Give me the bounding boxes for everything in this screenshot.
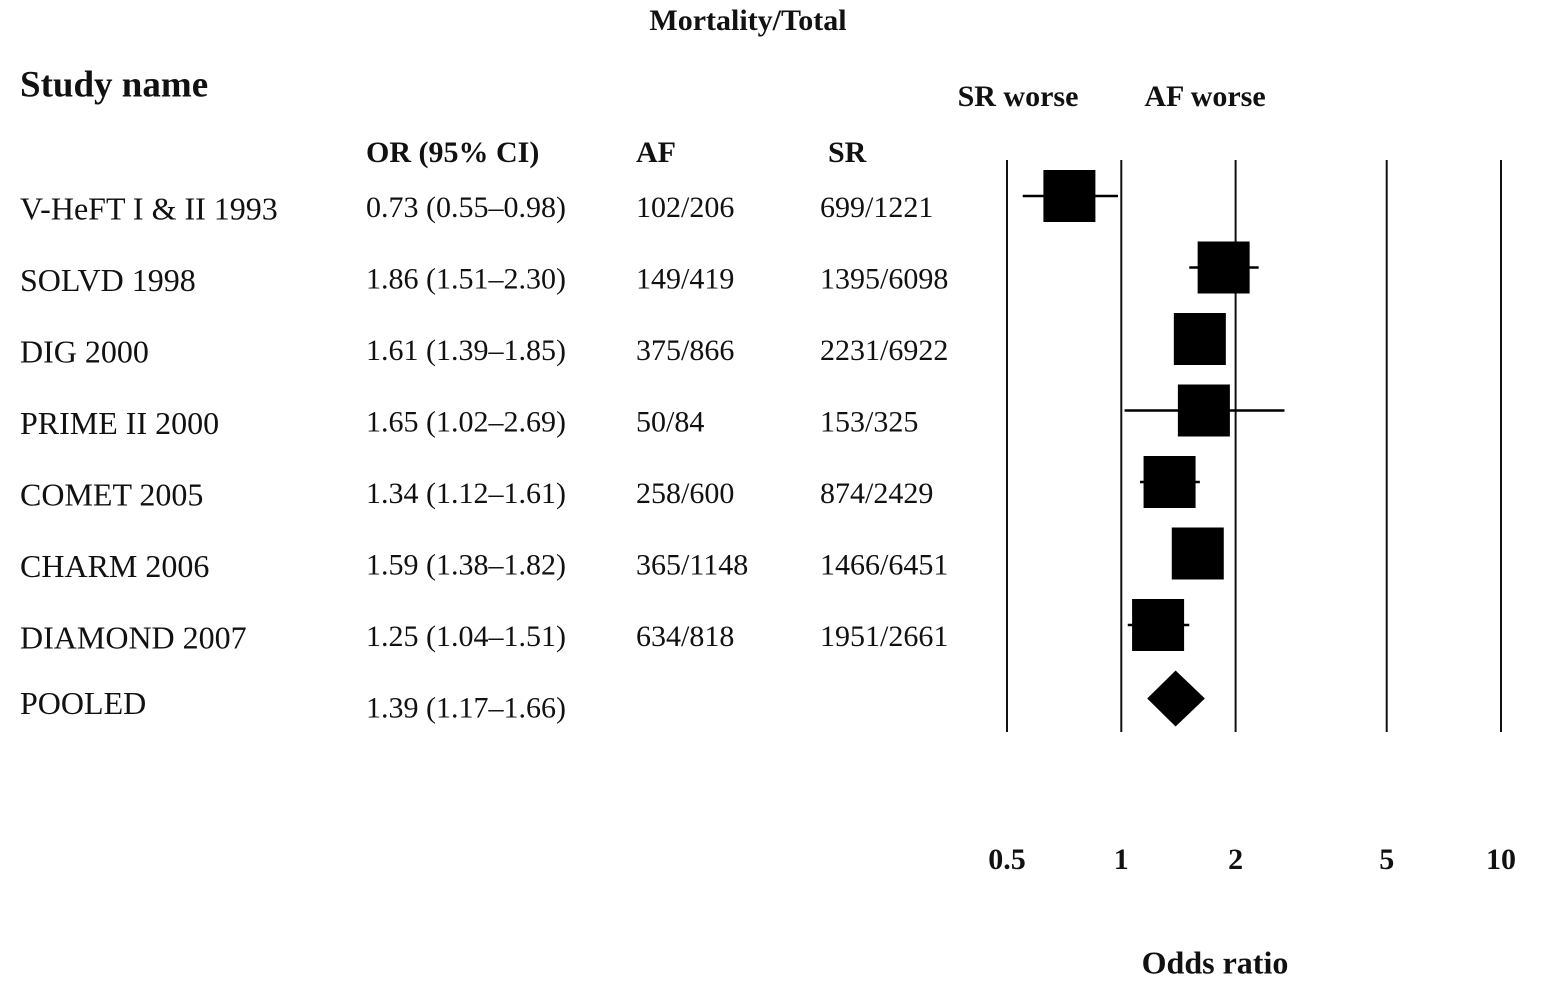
or-ci: 1.65 (1.02–2.69)	[366, 405, 566, 438]
study-name: PRIME II 2000	[20, 405, 219, 441]
study-name: DIAMOND 2007	[20, 619, 247, 655]
group-header: Mortality/Total	[649, 4, 846, 37]
or-ci: 1.34 (1.12–1.61)	[366, 477, 566, 510]
sr-count: 1395/6098	[820, 262, 948, 295]
sr-count: 874/2429	[820, 477, 933, 510]
x-tick-label: 2	[1228, 843, 1243, 876]
af-count: 50/84	[636, 405, 704, 438]
af-count: 365/1148	[636, 548, 748, 581]
study-name: V-HeFT I & II 1993	[20, 190, 278, 226]
or-ci: 1.86 (1.51–2.30)	[366, 262, 566, 295]
point-estimate	[1177, 384, 1230, 437]
study-name: CHARM 2006	[20, 548, 209, 584]
or-ci: 1.59 (1.38–1.82)	[366, 548, 566, 581]
point-estimate	[1197, 241, 1250, 294]
row-header: Study name	[20, 64, 208, 105]
x-tick-label: 1	[1114, 843, 1129, 876]
point-estimate	[1143, 456, 1196, 508]
af-count: 149/419	[636, 262, 734, 295]
study-name: COMET 2005	[20, 476, 203, 512]
af-count: 102/206	[636, 191, 734, 224]
point-estimate	[1173, 313, 1226, 365]
or-ci: 1.61 (1.39–1.85)	[366, 334, 566, 367]
x-axis-label: Odds ratio	[1142, 944, 1289, 980]
column-header: OR (95% CI)	[366, 136, 539, 169]
sr-count: 153/325	[820, 405, 918, 438]
sr-count: 1951/2661	[820, 620, 948, 653]
sr-count: 699/1221	[820, 191, 933, 224]
x-tick-label: 5	[1379, 843, 1394, 876]
column-header: SR	[828, 136, 867, 169]
x-tick-label: 10	[1486, 843, 1516, 876]
or-ci: 1.25 (1.04–1.51)	[366, 620, 566, 653]
af-count: 634/818	[636, 620, 734, 653]
study-name: SOLVD 1998	[20, 262, 196, 298]
or-ci: 1.39 (1.17–1.66)	[366, 691, 566, 724]
column-header: AF	[636, 136, 676, 169]
point-estimate	[1132, 599, 1185, 651]
point-estimate	[1043, 170, 1096, 222]
or-ci: 0.73 (0.55–0.98)	[366, 191, 566, 224]
annotation: SR worse	[958, 80, 1079, 113]
x-tick-label: 0.5	[988, 843, 1026, 876]
af-count: 258/600	[636, 477, 734, 510]
study-name: DIG 2000	[20, 333, 149, 369]
point-estimate	[1171, 527, 1224, 580]
study-name: POOLED	[20, 685, 146, 721]
sr-count: 2231/6922	[820, 334, 948, 367]
annotation: AF worse	[1144, 80, 1265, 113]
sr-count: 1466/6451	[820, 548, 948, 581]
af-count: 375/866	[636, 334, 734, 367]
pooled-diamond	[1147, 670, 1205, 727]
